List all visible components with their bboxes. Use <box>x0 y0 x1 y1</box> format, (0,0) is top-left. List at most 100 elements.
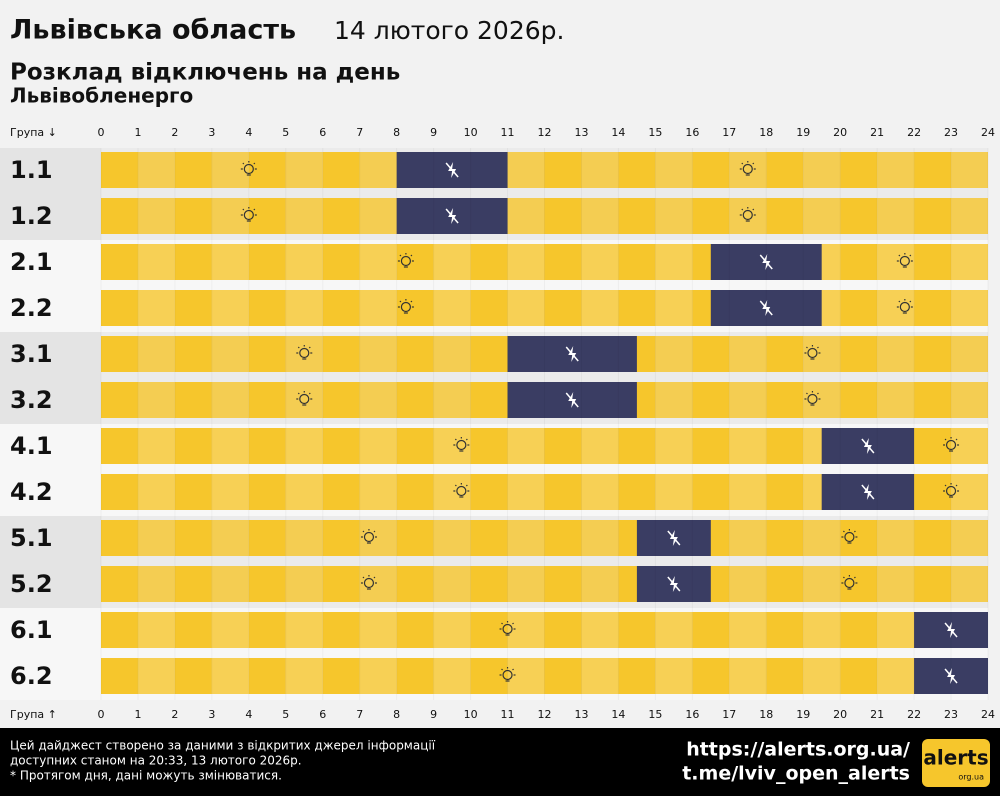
icon-part <box>667 530 681 546</box>
hour-cell <box>248 658 286 694</box>
hour-cell <box>803 658 841 694</box>
icon-part <box>759 254 773 270</box>
on-icon <box>397 299 414 314</box>
icon-part <box>899 255 910 267</box>
row-label-bg <box>0 332 101 378</box>
x-tick-label: 24 <box>981 708 995 721</box>
hour-cell <box>803 198 841 234</box>
hour-cell <box>840 290 878 326</box>
row-label: 1.2 <box>10 202 53 230</box>
x-tick-label: 6 <box>319 126 326 139</box>
hour-cell <box>877 198 915 234</box>
hour-cell <box>322 520 360 556</box>
x-tick-label: 5 <box>282 708 289 721</box>
icon-part <box>752 208 755 211</box>
hour-cell <box>101 290 138 326</box>
hour-cell <box>322 658 360 694</box>
hour-cell <box>285 198 323 234</box>
hour-cell <box>803 612 841 648</box>
icon-part <box>955 484 958 487</box>
hour-cell <box>581 290 619 326</box>
off-icon <box>667 576 681 592</box>
hour-cell <box>877 152 915 188</box>
hour-cell <box>803 520 841 556</box>
x-tick-label: 2 <box>171 126 178 139</box>
hour-cell <box>877 244 915 280</box>
hour-cell <box>581 658 619 694</box>
hour-cell <box>581 152 619 188</box>
hour-cell <box>470 474 508 510</box>
hour-cell <box>766 612 804 648</box>
hour-cell <box>211 382 249 418</box>
icon-part <box>565 392 579 408</box>
hour-cell <box>877 336 915 372</box>
hour-cell <box>692 152 730 188</box>
hour-cell <box>137 474 175 510</box>
hour-cell <box>211 336 249 372</box>
hour-cell <box>729 474 767 510</box>
off-icon <box>445 162 459 178</box>
x-tick-label: 22 <box>907 126 921 139</box>
footer-link[interactable]: t.me/lviv_open_alerts <box>682 763 910 785</box>
hour-cell <box>174 658 212 694</box>
hour-cell <box>544 658 582 694</box>
row-label-bg <box>0 608 101 654</box>
hour-cell <box>544 152 582 188</box>
hour-cell <box>211 658 249 694</box>
icon-part <box>806 346 808 349</box>
icon-part <box>297 392 300 395</box>
row-label: 5.2 <box>10 570 53 598</box>
hour-cell <box>766 566 804 602</box>
hour-cell <box>396 612 434 648</box>
row-label: 1.1 <box>10 156 53 184</box>
hour-cell <box>618 198 656 234</box>
hour-cell <box>655 658 693 694</box>
on-icon <box>739 161 756 176</box>
hour-cell <box>655 612 693 648</box>
off-icon <box>667 530 681 546</box>
hour-cell <box>101 520 138 556</box>
hour-cell <box>581 428 619 464</box>
icon-part <box>853 530 856 533</box>
hour-cell <box>470 566 508 602</box>
x-tick-label: 6 <box>319 708 326 721</box>
hour-cell <box>840 612 878 648</box>
hour-cell <box>507 244 545 280</box>
x-tick-label: 1 <box>134 708 141 721</box>
hour-cell <box>544 612 582 648</box>
hour-cell <box>174 336 212 372</box>
hour-cell <box>101 244 138 280</box>
icon-part <box>502 669 513 681</box>
hour-cell <box>248 336 286 372</box>
axis-label-bottom: Група ↑ <box>10 708 57 721</box>
hour-cell <box>137 658 175 694</box>
hour-cell <box>211 474 249 510</box>
date: 14 лютого 2026р. <box>334 16 564 45</box>
x-tick-label: 24 <box>981 126 995 139</box>
icon-part <box>465 438 468 441</box>
off-icon <box>759 254 773 270</box>
hour-cell <box>101 336 138 372</box>
hour-cell <box>581 612 619 648</box>
on-icon <box>943 437 960 452</box>
hour-cell <box>655 152 693 188</box>
row-label: 4.1 <box>10 432 53 460</box>
hour-cell <box>396 428 434 464</box>
hour-cell <box>248 152 286 188</box>
off-icon <box>759 300 773 316</box>
x-tick-label: 4 <box>245 708 252 721</box>
hour-cell <box>729 428 767 464</box>
hour-cell <box>914 290 952 326</box>
hour-cell <box>507 474 545 510</box>
hour-cell <box>174 290 212 326</box>
hour-cell <box>914 244 952 280</box>
subtitle: Розклад відключень на день <box>10 60 400 86</box>
icon-part <box>454 438 457 441</box>
icon-part <box>565 346 579 362</box>
x-tick-label: 18 <box>759 126 773 139</box>
footer-link[interactable]: https://alerts.org.ua/ <box>686 739 910 761</box>
x-tick-label: 7 <box>356 126 363 139</box>
hour-cell <box>359 382 397 418</box>
chart-title: Львівська область <box>10 15 296 46</box>
